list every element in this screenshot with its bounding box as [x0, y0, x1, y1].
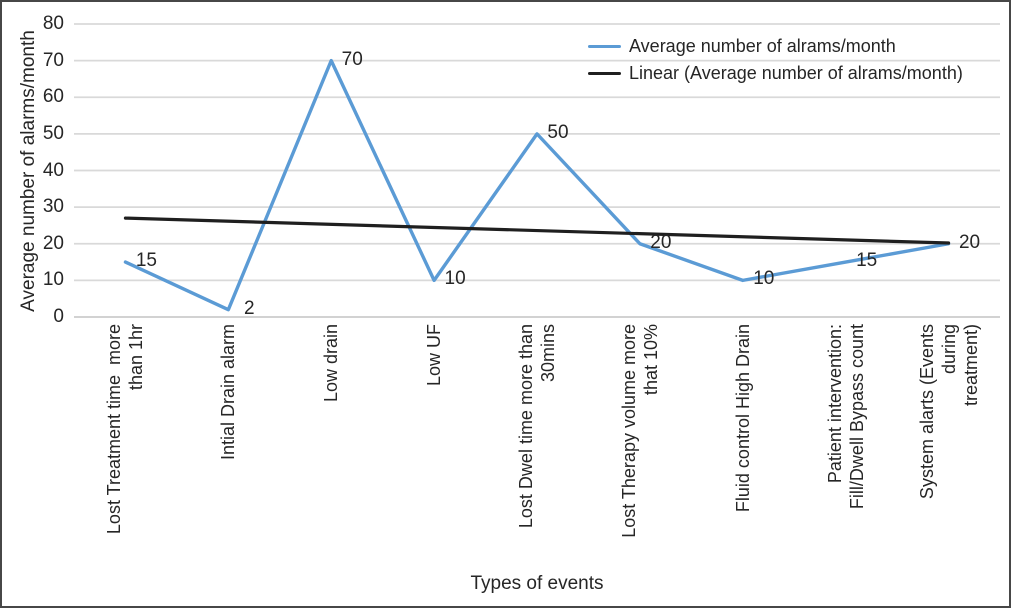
x-category-label-text: System alarts (Events during treatment) [916, 324, 981, 500]
y-tick-label: 40 [42, 159, 64, 181]
data-label: 15 [856, 250, 878, 272]
x-category-label: Lost Dwel time more than 30mins [514, 324, 560, 554]
x-category-label: System alarts (Events during treatment) [917, 324, 981, 554]
y-tick-label: 60 [42, 86, 64, 108]
legend-line-swatch-blue [588, 44, 621, 49]
y-tick-label: 80 [42, 13, 64, 34]
x-category-label: Low UF [411, 324, 457, 554]
legend-label-series: Average number of alrams/month [629, 36, 896, 56]
y-tick-label: 30 [42, 196, 64, 218]
x-category-label: Lost Therapy volume more that 10% [617, 324, 663, 554]
x-axis-title: Types of events [470, 573, 604, 594]
data-label: 20 [958, 231, 981, 253]
x-category-label-text: Low drain [321, 324, 342, 403]
legend-label-trendline: Linear (Average number of alrams/month) [629, 63, 963, 83]
x-category-label-text: Lost Treatment time more than 1hr [104, 324, 147, 535]
data-label: 50 [547, 121, 569, 143]
x-category-label: Low drain [308, 324, 354, 554]
x-category-label-text: Patient intervention: Fill/Dwell Bypass … [824, 324, 867, 510]
x-category-label-text: Low UF [424, 324, 445, 387]
data-label: 70 [341, 48, 363, 70]
x-category-label-text: Fluid control High Drain [732, 324, 753, 513]
x-category-label-text: Lost Therapy volume more that 10% [618, 324, 661, 538]
y-tick-label: 20 [42, 232, 64, 254]
x-category-label: Fluid control High Drain [720, 324, 766, 554]
data-label: 2 [244, 297, 255, 319]
x-category-label: Intial Drain alarm [205, 324, 251, 554]
data-label: 20 [650, 231, 672, 253]
legend: Average number of alrams/month Linear (A… [588, 33, 963, 87]
legend-item-trendline: Linear (Average number of alrams/month) [588, 60, 963, 87]
x-category-label: Patient intervention: Fill/Dwell Bypass … [823, 324, 869, 554]
trendline [123, 216, 951, 245]
x-category-label-text: Intial Drain alarm [218, 324, 239, 461]
y-tick-label: 0 [53, 306, 64, 327]
y-tick-label: 70 [42, 49, 64, 71]
data-label: 15 [135, 250, 157, 272]
data-label: 10 [753, 268, 775, 290]
legend-item-series: Average number of alrams/month [588, 33, 963, 60]
y-tick-label: 10 [42, 269, 64, 291]
y-tick-label: 50 [42, 122, 64, 144]
y-axis-title: Average number of alarms/month [18, 30, 39, 312]
x-category-label: Lost Treatment time more than 1hr [102, 324, 148, 554]
x-category-label-text: Lost Dwel time more than 30mins [516, 324, 558, 529]
series-line [123, 58, 951, 312]
legend-line-swatch-black [588, 71, 621, 76]
data-label: 10 [444, 268, 466, 290]
